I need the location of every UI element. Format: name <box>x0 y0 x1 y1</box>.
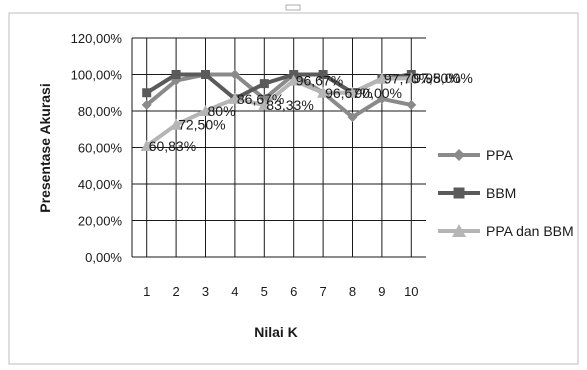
legend-marker <box>452 224 466 237</box>
x-tick-label: 5 <box>261 284 268 299</box>
x-tick-label: 3 <box>202 284 209 299</box>
y-tick-labels: 0,00% 20,00% 40,00% 60,00% 80,00% 100,00% 120,… <box>71 31 123 265</box>
x-tick-label: 4 <box>231 284 238 299</box>
data-point <box>142 88 152 98</box>
legend-label: BBM <box>486 185 516 201</box>
legend-label: PPA <box>486 147 514 163</box>
y-tick-label: 120,00% <box>71 31 123 46</box>
data-point <box>376 93 387 104</box>
legend-marker <box>453 187 465 199</box>
data-point <box>346 86 359 98</box>
data-point <box>140 139 153 151</box>
data-label: 96,67% <box>296 73 343 89</box>
data-label: 98,00% <box>425 70 472 86</box>
x-tick-label: 2 <box>172 284 179 299</box>
data-point <box>141 99 152 110</box>
data-point <box>287 74 300 86</box>
series-ppa-dan-bbm <box>140 72 418 151</box>
data-point <box>375 72 388 84</box>
x-tick-labels: 1 2 3 4 5 6 7 8 9 10 <box>143 284 418 299</box>
data-point <box>258 98 271 110</box>
data-point <box>405 72 418 84</box>
data-point <box>347 112 358 123</box>
legend-item-ppa-dan-bbm: PPA dan BBM <box>438 223 574 239</box>
legend-item-ppa: PPA <box>438 147 514 163</box>
data-label: 72,50% <box>178 117 225 133</box>
data-label: 90,00% <box>355 85 402 101</box>
legend: PPA BBM PPA dan BBM <box>438 147 574 239</box>
data-label: 96,67% <box>325 85 372 101</box>
window-grip <box>285 4 301 11</box>
x-tick-label: 6 <box>290 284 297 299</box>
data-label: 83,33% <box>266 97 313 113</box>
legend-item-bbm: BBM <box>438 185 516 201</box>
data-label: 97,70% <box>384 71 431 87</box>
y-axis-title: Presentase Akurasi <box>37 83 53 212</box>
y-tick-label: 100,00% <box>71 68 123 83</box>
y-tick-label: 40,00% <box>78 177 123 192</box>
series-line <box>145 72 412 120</box>
data-point <box>406 99 417 110</box>
x-tick-label: 7 <box>319 284 326 299</box>
x-axis-title: Nilai K <box>254 324 298 340</box>
data-label: 60,83% <box>149 138 196 154</box>
data-point <box>318 70 328 79</box>
data-point <box>317 86 330 98</box>
x-tick-label: 10 <box>404 284 418 299</box>
x-tick-label: 1 <box>143 284 150 299</box>
x-tick-label: 9 <box>378 284 385 299</box>
data-point <box>171 70 181 79</box>
legend-label: PPA dan BBM <box>486 223 574 239</box>
data-point <box>229 69 240 80</box>
data-labels: 60,83%72,50%80%86,67%83,33%96,67%96,67%9… <box>149 70 473 154</box>
data-point <box>199 105 212 116</box>
series-group <box>140 69 418 151</box>
data-point <box>170 118 183 130</box>
data-label: 97,50% <box>413 70 460 86</box>
data-label: 80% <box>208 103 236 119</box>
y-tick-label: 0,00% <box>85 250 122 265</box>
x-tick-label: 8 <box>349 284 356 299</box>
y-tick-label: 20,00% <box>78 214 123 229</box>
data-point <box>201 70 210 79</box>
y-tick-label: 60,00% <box>78 141 123 156</box>
y-tick-label: 80,00% <box>78 104 123 119</box>
series-line <box>145 76 412 148</box>
data-point <box>289 70 299 79</box>
data-label: 86,67% <box>237 91 284 107</box>
legend-marker <box>453 149 465 161</box>
data-point <box>259 79 269 89</box>
data-point <box>228 92 241 104</box>
